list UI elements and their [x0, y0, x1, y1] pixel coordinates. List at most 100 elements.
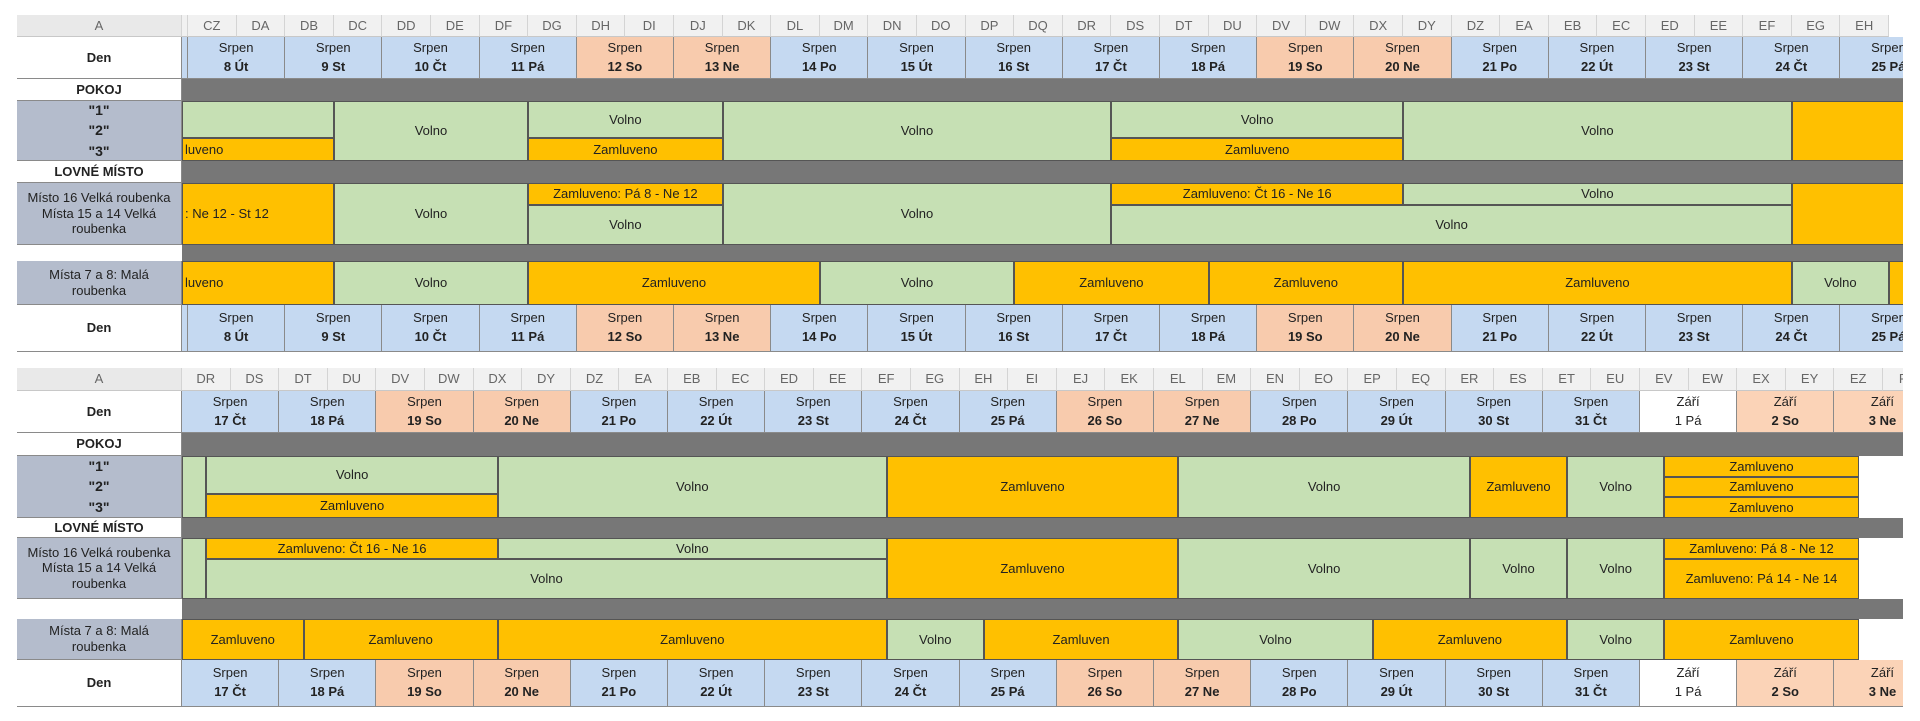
date-cell[interactable]: Září 3 Ne: [1834, 391, 1903, 433]
column-header[interactable]: ES: [1494, 368, 1543, 391]
booking-free[interactable]: Volno: [1178, 456, 1470, 518]
booking-free[interactable]: Volno: [1469, 538, 1568, 599]
date-cell[interactable]: Září 2 So: [1737, 660, 1835, 707]
date-cell[interactable]: Srpen 10 Čt: [382, 305, 480, 352]
column-header[interactable]: DK: [722, 15, 772, 37]
column-header[interactable]: DC: [333, 15, 383, 37]
date-cell[interactable]: Srpen 19 So: [1257, 37, 1355, 79]
booking-reserved[interactable]: Zamluven: [983, 619, 1179, 660]
date-cell[interactable]: Srpen 30 St: [1445, 391, 1543, 433]
booking-reserved[interactable]: Zamluveno: [497, 619, 887, 660]
date-cell[interactable]: Srpen 25 Pá: [1840, 305, 1903, 352]
booking-free[interactable]: [182, 456, 207, 518]
booking-free[interactable]: Volno: [722, 183, 1112, 245]
date-cell[interactable]: Září 2 So: [1737, 391, 1835, 433]
column-header[interactable]: DX: [473, 368, 523, 391]
date-cell[interactable]: Srpen 23 St: [1646, 37, 1744, 79]
booking-reserved[interactable]: Zamluveno: [886, 538, 1179, 599]
booking-free[interactable]: Volno: [333, 101, 529, 161]
booking-free[interactable]: Volno: [819, 261, 1015, 305]
date-cell[interactable]: Září 3 Ne: [1834, 660, 1903, 707]
booking-free[interactable]: Volno: [886, 619, 984, 660]
column-header[interactable]: DR: [1062, 15, 1112, 37]
column-header[interactable]: EH: [1840, 15, 1889, 37]
column-header-a[interactable]: A: [17, 368, 182, 391]
date-cell[interactable]: Srpen 15 Út: [868, 37, 966, 79]
booking-free[interactable]: Volno: [528, 101, 723, 139]
booking-reserved[interactable]: Zamluveno: [528, 138, 723, 161]
column-header[interactable]: DZ: [1451, 15, 1501, 37]
date-cell[interactable]: Srpen 29 Út: [1348, 391, 1446, 433]
column-header[interactable]: EB: [1548, 15, 1598, 37]
column-header[interactable]: EF: [1743, 15, 1792, 37]
column-header[interactable]: CZ: [188, 15, 237, 37]
booking-free[interactable]: Volno: [1403, 101, 1792, 161]
booking-free[interactable]: Volno: [333, 183, 529, 245]
date-cell[interactable]: Srpen 25 Pá: [959, 660, 1057, 707]
booking-reserved[interactable]: Zamluveno: Pá 14 - Ne 14: [1664, 559, 1859, 599]
booking-free[interactable]: [182, 538, 207, 599]
date-cell[interactable]: Srpen 31 Čt: [1542, 391, 1640, 433]
date-cell[interactable]: Srpen 22 Út: [668, 660, 766, 707]
column-header[interactable]: DS: [1111, 15, 1160, 37]
column-header[interactable]: DM: [819, 15, 869, 37]
column-header[interactable]: DY: [522, 368, 571, 391]
date-cell[interactable]: Srpen 21 Po: [1451, 305, 1549, 352]
date-cell[interactable]: Září 1 Pá: [1640, 391, 1738, 433]
date-cell[interactable]: Srpen 11 Pá: [479, 305, 577, 352]
column-header[interactable]: DR: [182, 368, 231, 391]
column-header[interactable]: EJ: [1056, 368, 1106, 391]
date-cell[interactable]: Srpen 23 St: [765, 660, 863, 707]
booking-reserved[interactable]: Zamluveno: Čt 16 - Ne 16: [1111, 183, 1403, 205]
date-cell[interactable]: Srpen 21 Po: [570, 660, 668, 707]
date-cell[interactable]: Srpen 30 St: [1445, 660, 1543, 707]
booking-free[interactable]: Volno: [206, 559, 887, 599]
booking-reserved[interactable]: [1791, 101, 1903, 161]
column-header[interactable]: ER: [1445, 368, 1495, 391]
date-cell[interactable]: Srpen 18 Pá: [1160, 37, 1258, 79]
column-header[interactable]: EE: [1694, 15, 1744, 37]
column-header[interactable]: DI: [625, 15, 674, 37]
column-header[interactable]: DG: [528, 15, 577, 37]
date-cell[interactable]: Srpen 18 Pá: [279, 660, 377, 707]
date-cell[interactable]: Srpen 21 Po: [570, 391, 668, 433]
date-cell[interactable]: Srpen 16 St: [965, 37, 1063, 79]
column-header[interactable]: DA: [236, 15, 286, 37]
column-header[interactable]: FA: [1883, 368, 1903, 391]
date-cell[interactable]: Srpen 20 Ne: [1354, 305, 1452, 352]
date-cell[interactable]: Srpen 9 St: [285, 37, 383, 79]
column-header[interactable]: DY: [1403, 15, 1452, 37]
booking-reserved[interactable]: : Ne 12 - St 12: [182, 183, 334, 245]
column-header[interactable]: DD: [382, 15, 431, 37]
booking-free[interactable]: Volno: [1567, 456, 1665, 518]
date-cell[interactable]: Srpen 25 Pá: [1840, 37, 1903, 79]
date-cell[interactable]: Srpen 12 So: [576, 305, 674, 352]
date-cell[interactable]: Srpen 25 Pá: [959, 391, 1057, 433]
column-header[interactable]: ED: [1646, 15, 1695, 37]
date-cell[interactable]: Srpen 29 Út: [1348, 660, 1446, 707]
column-header[interactable]: DB: [285, 15, 334, 37]
column-header[interactable]: DF: [479, 15, 529, 37]
column-header[interactable]: DU: [327, 368, 377, 391]
booking-free[interactable]: Volno: [206, 456, 498, 495]
date-cell[interactable]: Srpen 17 Čt: [182, 391, 280, 433]
booking-free[interactable]: Volno: [333, 261, 529, 305]
date-cell[interactable]: Srpen 23 St: [765, 391, 863, 433]
booking-reserved[interactable]: Zamluveno: [303, 619, 498, 660]
date-cell[interactable]: Srpen 24 Čt: [862, 660, 960, 707]
column-header[interactable]: DL: [771, 15, 820, 37]
column-header[interactable]: DV: [1257, 15, 1306, 37]
date-cell[interactable]: Srpen 13 Ne: [674, 305, 772, 352]
booking-reserved[interactable]: Zamluveno: [1372, 619, 1568, 660]
date-cell[interactable]: Srpen 13 Ne: [674, 37, 772, 79]
booking-reserved[interactable]: Zamluveno: [1664, 497, 1859, 518]
booking-reserved[interactable]: Zamluveno: [886, 456, 1179, 518]
column-header[interactable]: EN: [1251, 368, 1300, 391]
date-cell[interactable]: Srpen 26 So: [1056, 660, 1154, 707]
date-cell[interactable]: Srpen 20 Ne: [473, 391, 571, 433]
date-cell[interactable]: Srpen 17 Čt: [1062, 37, 1160, 79]
booking-free[interactable]: Volno: [528, 204, 723, 245]
booking-free[interactable]: Volno: [1567, 619, 1665, 660]
date-cell[interactable]: Srpen 19 So: [376, 660, 474, 707]
column-header[interactable]: DO: [917, 15, 966, 37]
